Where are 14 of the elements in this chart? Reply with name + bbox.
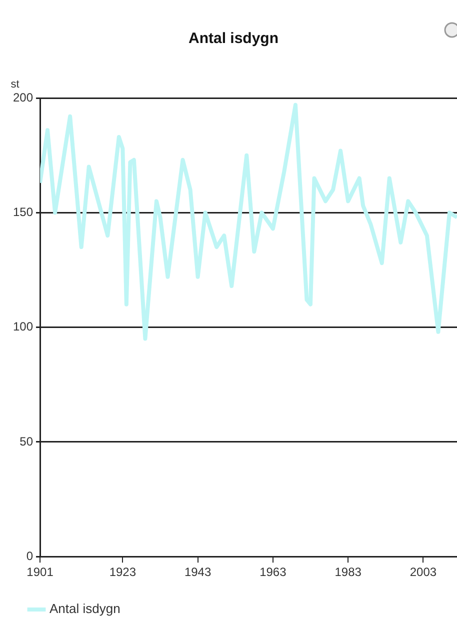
y-axis-title: st xyxy=(10,78,20,91)
x-tick-label: 1923 xyxy=(109,565,136,580)
y-tick-label: 100 xyxy=(12,320,34,334)
y-tick-label: 50 xyxy=(20,434,34,448)
x-tick-label: 1983 xyxy=(334,565,362,580)
legend-label: Antal isdygn xyxy=(50,601,120,616)
x-tick-label: 2003 xyxy=(410,565,437,580)
x-tick-label: 1901 xyxy=(26,565,54,580)
y-tick-label: 150 xyxy=(12,204,34,219)
x-tick-label: 1943 xyxy=(184,565,212,580)
chart-title: Antal isdygn xyxy=(188,30,279,48)
x-tick-label: 1963 xyxy=(260,565,287,580)
y-tick-label: 0 xyxy=(26,548,34,563)
y-tick-label: 200 xyxy=(12,90,34,104)
